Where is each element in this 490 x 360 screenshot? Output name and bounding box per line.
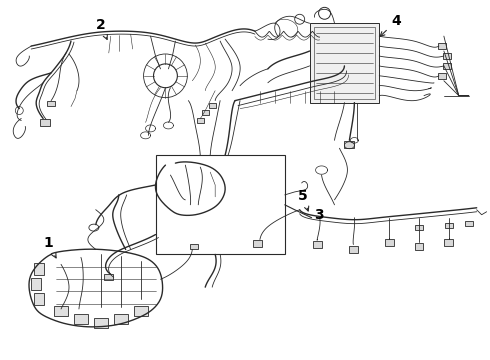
Bar xyxy=(40,119,50,126)
Bar xyxy=(385,239,393,246)
Bar xyxy=(253,240,263,247)
Bar xyxy=(155,155,285,255)
Bar xyxy=(310,23,379,103)
Bar xyxy=(94,318,108,328)
Bar xyxy=(190,244,198,249)
Text: 5: 5 xyxy=(298,189,309,211)
Bar xyxy=(34,293,44,305)
Bar xyxy=(74,314,88,324)
Bar xyxy=(314,27,375,99)
Bar xyxy=(465,221,473,226)
Bar xyxy=(209,103,216,108)
Bar xyxy=(47,101,55,106)
Bar xyxy=(104,274,113,280)
Bar xyxy=(34,264,44,275)
Bar xyxy=(438,73,446,78)
Bar xyxy=(415,243,423,249)
Bar xyxy=(197,118,204,123)
Bar xyxy=(415,225,423,230)
Text: 3: 3 xyxy=(315,208,324,222)
Bar xyxy=(344,141,354,148)
Bar xyxy=(444,239,453,246)
Bar xyxy=(134,306,147,316)
Bar xyxy=(31,278,41,290)
Bar xyxy=(438,43,446,49)
Bar xyxy=(114,314,128,324)
Bar xyxy=(445,223,453,229)
Bar xyxy=(202,110,209,115)
Bar xyxy=(349,246,358,253)
Bar xyxy=(443,63,451,69)
Text: 1: 1 xyxy=(43,237,56,258)
Text: 4: 4 xyxy=(380,14,401,36)
Bar xyxy=(54,306,68,316)
Text: 2: 2 xyxy=(96,18,107,39)
Bar xyxy=(313,241,322,248)
Bar xyxy=(443,53,451,59)
